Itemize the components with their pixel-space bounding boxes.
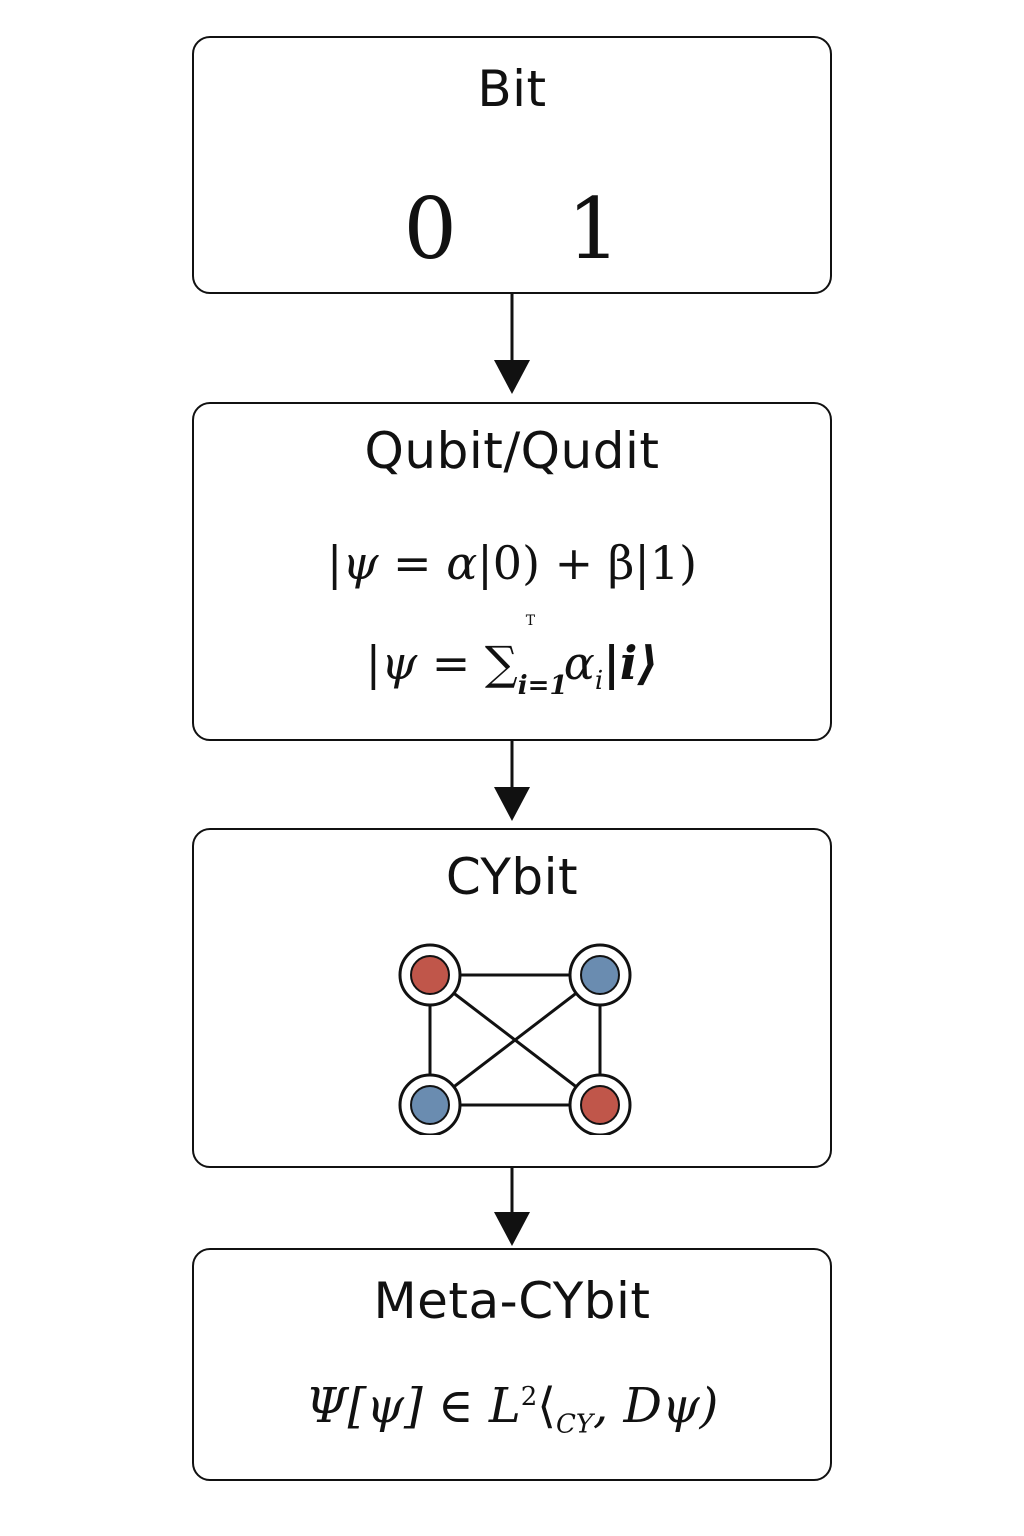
qubit-state-equation: |ψ = α|0) + β|1) [194, 536, 830, 590]
meta-cybit-equation: Ψ[ψ] ∈ L2⟨CY, Dψ) [194, 1378, 830, 1440]
cybit-title: CYbit [445, 848, 579, 906]
meta-cybit-box: Meta-CYbit Ψ[ψ] ∈ L2⟨CY, Dψ) [192, 1248, 832, 1481]
qubit-eq1-one: 1 [649, 536, 680, 590]
meta-cybit-title: Meta-CYbit [373, 1272, 651, 1330]
qudit-eq-upper-limit: T [525, 613, 536, 629]
meta-eq-mid: ⟨ [537, 1378, 556, 1434]
meta-eq-rest: , Dψ) [593, 1378, 719, 1434]
bit-title: Bit [477, 60, 547, 118]
meta-eq-sup: 2 [520, 1382, 538, 1412]
qudit-eq-lhs: |ψ = ∑ [365, 636, 518, 690]
meta-eq-sub-cy: CY [555, 1409, 594, 1440]
qubit-title: Qubit/Qudit [364, 422, 660, 480]
meta-eq-lhs: Ψ[ψ] ∈ L [305, 1378, 521, 1434]
arrow-qubit-to-cybit [494, 741, 530, 821]
qudit-eq-alpha: α [563, 636, 595, 690]
cybit-graph [398, 943, 632, 1135]
graph-node-bottom-left [398, 1073, 462, 1135]
qudit-eq-lower-limit: i=1 [517, 671, 568, 701]
graph-edge-diagonal-b [429, 973, 601, 1107]
qubit-eq1-mid: ) + β| [522, 536, 650, 590]
graph-node-bottom-right [568, 1073, 632, 1135]
bit-value-one: 1 [567, 180, 621, 278]
cybit-box: CYbit [192, 828, 832, 1168]
qudit-eq-alpha-sub: i [594, 666, 604, 697]
qubit-eq1-close: ) [679, 536, 698, 590]
graph-node-top-left [398, 943, 462, 1007]
qubit-box: Qubit/Qudit |ψ = α|0) + β|1) |ψ = ∑ T i=… [192, 402, 832, 741]
qudit-state-equation: |ψ = ∑ T i=1 αi|i⟩ [194, 613, 830, 701]
bit-value-zero: 0 [403, 180, 457, 278]
qubit-eq1-open: |ψ = α| [326, 536, 493, 590]
graph-node-top-right [568, 943, 632, 1007]
qubit-eq1-zero: 0 [492, 536, 523, 590]
arrow-bit-to-qubit [494, 294, 530, 394]
arrow-cybit-to-meta [494, 1168, 530, 1246]
qudit-eq-ket: |i⟩ [603, 636, 659, 690]
